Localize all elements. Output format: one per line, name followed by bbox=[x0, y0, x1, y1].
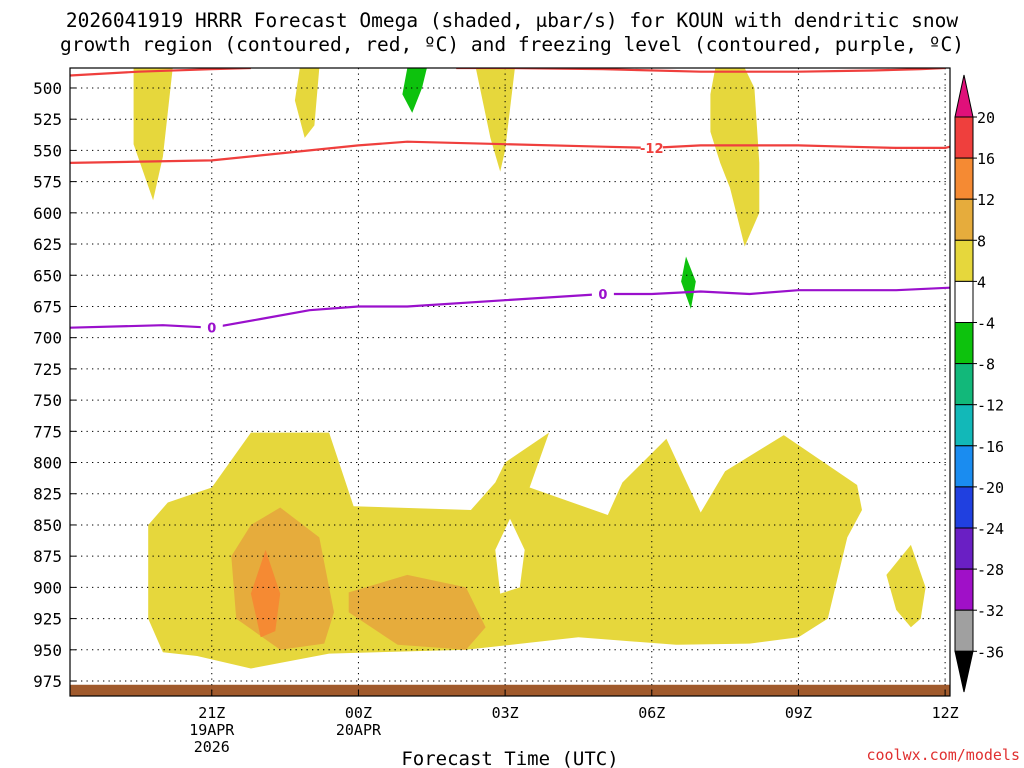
colorbar-bin bbox=[954, 404, 974, 447]
colorbar-bin bbox=[954, 445, 974, 488]
colorbar-bin bbox=[954, 609, 974, 652]
x-tick-label: 20APR bbox=[336, 721, 382, 739]
y-tick-label: 775 bbox=[33, 422, 62, 441]
colorbar-label: 4 bbox=[977, 273, 986, 291]
colorbar-bottom-arrow bbox=[954, 650, 974, 693]
colorbar-bin bbox=[954, 198, 974, 241]
y-tick-label: 750 bbox=[33, 391, 62, 410]
colorbar-label: -36 bbox=[977, 643, 1004, 661]
contour-label-bg bbox=[640, 139, 663, 156]
omega-region-8 bbox=[886, 544, 926, 628]
colorbar-label: -4 bbox=[977, 315, 995, 333]
omega-region-2 bbox=[475, 68, 515, 172]
omega-region-4 bbox=[402, 68, 427, 113]
y-tick-label: 575 bbox=[33, 173, 62, 192]
x-tick-label: 21Z bbox=[198, 704, 225, 722]
y-axis: 500 525 550 575 600 625 650 675 700 725 750 775 800 8… bbox=[33, 79, 76, 691]
x-tick-label: 2026 bbox=[194, 738, 230, 756]
x-tick-label: 19APR bbox=[189, 721, 235, 739]
colorbar-bin bbox=[954, 157, 974, 200]
contour-label-bg bbox=[591, 285, 614, 302]
chart-title-line-1: 2026041919 HRRR Forecast Omega (shaded, … bbox=[66, 9, 958, 32]
chart-title-line-2: growth region (contoured, red, ºC) and f… bbox=[60, 33, 964, 56]
x-tick-label: 12Z bbox=[932, 704, 959, 722]
colorbar-bin bbox=[954, 280, 974, 323]
y-tick-label: 525 bbox=[33, 110, 62, 129]
colorbar-label: -32 bbox=[977, 602, 1004, 620]
colorbar-bin bbox=[954, 527, 974, 570]
y-tick-label: 875 bbox=[33, 547, 62, 566]
y-tick-label: 675 bbox=[33, 297, 62, 316]
y-tick-label: 500 bbox=[33, 79, 62, 98]
x-tick-label: 06Z bbox=[638, 704, 665, 722]
colorbar-label: -12 bbox=[977, 397, 1004, 415]
contour-line-3 bbox=[70, 286, 950, 329]
omega-region-5 bbox=[681, 256, 696, 309]
x-axis-label: Forecast Time (UTC) bbox=[401, 748, 618, 768]
contour-line-2 bbox=[70, 140, 950, 164]
y-tick-label: 900 bbox=[33, 578, 62, 597]
colorbar-label: -24 bbox=[977, 520, 1004, 538]
contour-label: 0 bbox=[598, 288, 607, 303]
colorbar-label: -8 bbox=[977, 356, 995, 374]
colorbar-label: -16 bbox=[977, 438, 1004, 456]
ground-band bbox=[70, 684, 950, 696]
y-tick-label: 650 bbox=[33, 266, 62, 285]
colorbar-bin bbox=[954, 116, 974, 159]
y-tick-label: 925 bbox=[33, 610, 62, 629]
omega-region-3 bbox=[710, 68, 760, 247]
y-tick-label: 725 bbox=[33, 360, 62, 379]
y-tick-label: 700 bbox=[33, 329, 62, 348]
omega-region-1 bbox=[294, 68, 320, 138]
contour-label: -12 bbox=[640, 142, 664, 157]
ground-surface bbox=[70, 684, 950, 696]
y-tick-label: 550 bbox=[33, 141, 62, 160]
colorbar-bin bbox=[954, 239, 974, 282]
grid-lines bbox=[70, 68, 950, 696]
y-tick-label: 800 bbox=[33, 454, 62, 473]
colorbar-label: 8 bbox=[977, 232, 986, 250]
colorbar: 20 16 12 8 4 -4 -8 -12 -16 -20 -24 -28 -32 -36 bbox=[954, 74, 1004, 693]
y-tick-label: 600 bbox=[33, 204, 62, 223]
omega-region-10 bbox=[348, 574, 486, 650]
x-tick-label: 09Z bbox=[785, 704, 812, 722]
omega-region-0 bbox=[133, 68, 173, 201]
contour-label-bg bbox=[200, 319, 223, 336]
y-tick-label: 850 bbox=[33, 516, 62, 535]
colorbar-label: -28 bbox=[977, 561, 1004, 579]
y-tick-label: 950 bbox=[33, 641, 62, 660]
colorbar-label: 12 bbox=[977, 191, 995, 209]
x-tick-label: 03Z bbox=[492, 704, 519, 722]
x-tick-label: 00Z bbox=[345, 704, 372, 722]
y-tick-label: 975 bbox=[33, 672, 62, 691]
colorbar-bin bbox=[954, 363, 974, 406]
plot-frame bbox=[69, 67, 951, 697]
colorbar-bin bbox=[954, 568, 974, 611]
colorbar-bin bbox=[954, 322, 974, 365]
colorbar-label: 16 bbox=[977, 150, 995, 168]
colorbar-label: 20 bbox=[977, 109, 995, 127]
colorbar-bin bbox=[954, 486, 974, 529]
y-tick-label: 625 bbox=[33, 235, 62, 254]
watermark: coolwx.com/models bbox=[866, 746, 1020, 764]
colorbar-label: -20 bbox=[977, 479, 1004, 497]
omega-region-11 bbox=[250, 549, 281, 638]
contour-label: 0 bbox=[207, 322, 216, 337]
omega-shading bbox=[133, 68, 926, 669]
y-tick-label: 825 bbox=[33, 485, 62, 504]
colorbar-top-arrow bbox=[954, 74, 974, 118]
